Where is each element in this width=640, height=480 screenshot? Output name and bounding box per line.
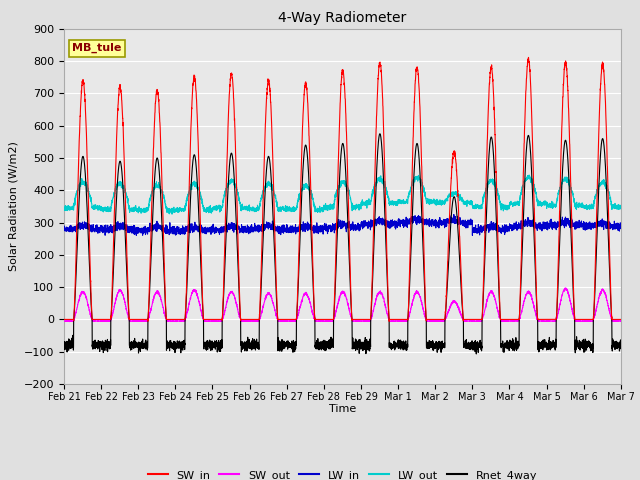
SW_out bbox=[616, 318, 624, 324]
LW_out bbox=[168, 211, 176, 217]
Rnet_4way bbox=[322, 343, 330, 348]
LW_in bbox=[60, 225, 68, 231]
X-axis label: Time: Time bbox=[329, 405, 356, 414]
LW_in bbox=[160, 225, 168, 231]
SW_in bbox=[467, 316, 475, 322]
Title: 4-Way Radiometer: 4-Way Radiometer bbox=[278, 11, 406, 25]
LW_in bbox=[468, 232, 476, 238]
SW_in bbox=[385, 318, 393, 324]
Line: SW_in: SW_in bbox=[64, 58, 621, 321]
LW_in bbox=[617, 225, 625, 230]
Y-axis label: Solar Radiation (W/m2): Solar Radiation (W/m2) bbox=[8, 142, 18, 271]
LW_out bbox=[322, 206, 330, 212]
Rnet_4way bbox=[472, 351, 480, 357]
Rnet_4way bbox=[617, 337, 625, 343]
Legend: SW_in, SW_out, LW_in, LW_out, Rnet_4way: SW_in, SW_out, LW_in, LW_out, Rnet_4way bbox=[143, 465, 541, 480]
SW_out bbox=[617, 318, 625, 324]
Rnet_4way bbox=[60, 341, 68, 347]
Line: LW_out: LW_out bbox=[64, 175, 621, 214]
SW_out bbox=[60, 318, 68, 324]
Rnet_4way bbox=[467, 340, 475, 346]
LW_out bbox=[499, 203, 507, 209]
SW_in bbox=[499, 316, 507, 322]
LW_in bbox=[499, 226, 507, 232]
Rnet_4way bbox=[160, 272, 168, 278]
LW_out bbox=[160, 195, 168, 201]
SW_in bbox=[525, 55, 532, 60]
SW_out bbox=[436, 318, 444, 324]
Text: MB_tule: MB_tule bbox=[72, 43, 122, 53]
SW_out bbox=[562, 285, 570, 291]
LW_out bbox=[525, 172, 533, 178]
LW_in bbox=[322, 228, 330, 234]
SW_in bbox=[617, 316, 625, 322]
LW_out bbox=[436, 199, 444, 205]
SW_out bbox=[467, 318, 475, 324]
Line: LW_in: LW_in bbox=[64, 215, 621, 235]
LW_out bbox=[616, 204, 624, 210]
SW_in bbox=[616, 316, 624, 322]
SW_in bbox=[60, 316, 68, 322]
SW_out bbox=[499, 318, 507, 324]
Line: SW_out: SW_out bbox=[64, 288, 621, 322]
SW_in bbox=[436, 316, 444, 322]
LW_out bbox=[467, 202, 475, 208]
SW_out bbox=[161, 309, 168, 315]
LW_in bbox=[450, 212, 458, 217]
Rnet_4way bbox=[436, 341, 444, 347]
SW_in bbox=[160, 253, 168, 259]
LW_out bbox=[60, 205, 68, 211]
LW_in bbox=[616, 220, 624, 226]
Line: Rnet_4way: Rnet_4way bbox=[64, 134, 621, 354]
SW_in bbox=[322, 316, 330, 322]
SW_out bbox=[65, 319, 73, 324]
Rnet_4way bbox=[616, 343, 624, 349]
SW_out bbox=[322, 318, 330, 324]
LW_in bbox=[467, 221, 475, 227]
LW_out bbox=[617, 205, 625, 211]
LW_in bbox=[436, 218, 444, 224]
Rnet_4way bbox=[376, 131, 384, 137]
Rnet_4way bbox=[499, 342, 507, 348]
